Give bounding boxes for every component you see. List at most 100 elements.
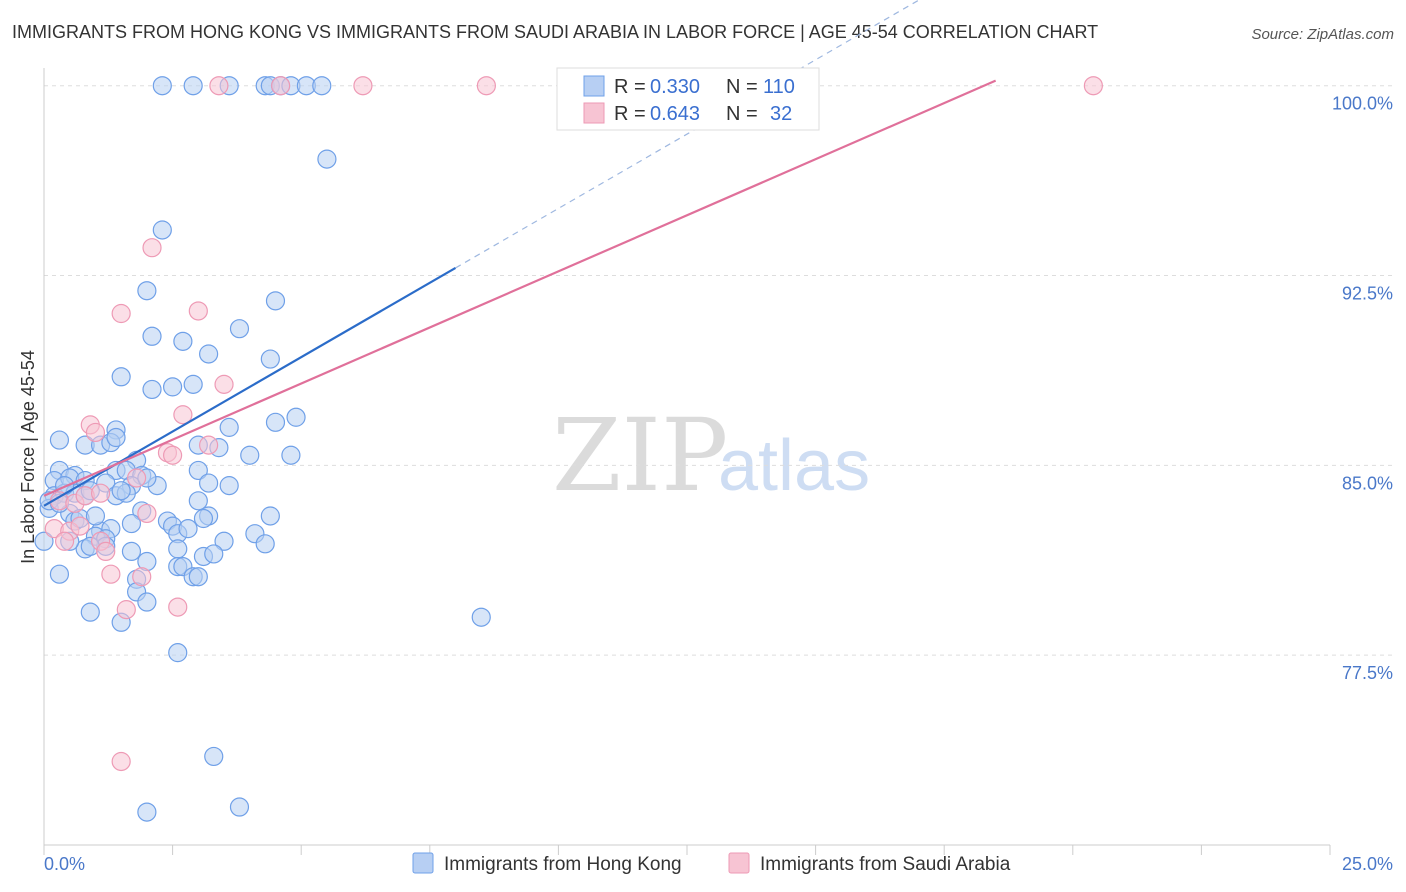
point-series-1-3 bbox=[476, 76, 496, 96]
point-series-0-56 bbox=[188, 491, 208, 511]
point-series-0-105 bbox=[178, 519, 198, 539]
point-series-0-26 bbox=[49, 430, 70, 450]
point-series-0-48 bbox=[199, 473, 219, 493]
point-series-0-91 bbox=[80, 602, 100, 622]
trend-line-series-1 bbox=[43, 79, 997, 497]
y-tick-label-3: 77.5% bbox=[1342, 663, 1393, 683]
point-series-0-67 bbox=[260, 506, 280, 526]
series-legend: Immigrants from Hong Kong Immigrants fro… bbox=[412, 852, 1011, 875]
point-series-0-0 bbox=[152, 76, 172, 96]
point-series-0-20 bbox=[163, 377, 183, 397]
point-series-0-88 bbox=[188, 567, 208, 587]
point-series-1-26 bbox=[54, 531, 75, 551]
trend-lines bbox=[43, 0, 997, 507]
point-series-1-29 bbox=[116, 600, 136, 620]
watermark: ZIP atlas bbox=[552, 397, 870, 514]
point-series-0-85 bbox=[49, 564, 70, 584]
point-series-0-8 bbox=[312, 76, 332, 96]
x-tick-label-max: 25.0% bbox=[1342, 854, 1393, 874]
point-series-1-12 bbox=[199, 435, 219, 455]
point-series-0-106 bbox=[204, 544, 224, 564]
chart-title: IMMIGRANTS FROM HONG KONG VS IMMIGRANTS … bbox=[12, 22, 1098, 42]
gridlines bbox=[44, 85, 1393, 656]
point-series-0-12 bbox=[265, 291, 286, 311]
point-series-0-61 bbox=[193, 508, 214, 529]
y-tick-label-1: 92.5% bbox=[1342, 284, 1393, 304]
legend-n-value-hong-kong: 110 bbox=[763, 76, 795, 98]
point-series-0-95 bbox=[204, 746, 224, 767]
legend-swatch-hong-kong bbox=[583, 75, 605, 97]
point-series-0-76 bbox=[255, 534, 275, 554]
point-series-1-2 bbox=[353, 76, 373, 96]
point-series-0-30 bbox=[106, 427, 126, 448]
point-series-0-14 bbox=[142, 326, 162, 346]
y-axis-label: In Labor Force | Age 45-54 bbox=[18, 350, 38, 564]
point-series-0-21 bbox=[183, 374, 203, 394]
point-series-0-25 bbox=[265, 412, 286, 432]
point-series-1-30 bbox=[168, 597, 188, 617]
legend-n-label-hong-kong: N = bbox=[726, 76, 758, 98]
point-series-1-8 bbox=[214, 374, 234, 394]
bottom-legend-label-hong-kong: Immigrants from Hong Kong bbox=[444, 854, 682, 875]
point-series-0-13 bbox=[229, 319, 250, 339]
point-series-0-1 bbox=[183, 76, 203, 96]
point-series-0-90 bbox=[137, 592, 157, 612]
point-series-0-10 bbox=[152, 220, 172, 240]
legend-n-label-saudi-arabia: N = bbox=[726, 103, 758, 125]
point-series-1-1 bbox=[271, 76, 291, 96]
legend-r-label-hong-kong: R = bbox=[614, 76, 646, 98]
point-series-0-79 bbox=[168, 539, 188, 559]
point-series-0-94 bbox=[168, 643, 188, 663]
point-series-0-11 bbox=[137, 281, 157, 301]
chart-source: Source: ZipAtlas.com bbox=[1251, 26, 1394, 43]
x-tick-label-min: 0.0% bbox=[44, 854, 85, 874]
legend-r-label-saudi-arabia: R = bbox=[614, 103, 646, 125]
watermark-zip: ZIP bbox=[552, 397, 728, 514]
bottom-legend-label-saudi-arabia: Immigrants from Saudi Arabia bbox=[760, 854, 1011, 875]
point-series-0-22 bbox=[286, 407, 306, 427]
point-series-0-64 bbox=[121, 513, 142, 534]
point-series-0-74 bbox=[214, 531, 234, 551]
legend-r-value-hong-kong: 0.330 bbox=[650, 76, 700, 98]
point-series-0-15 bbox=[173, 331, 193, 351]
stats-legend: R = 0.330 N = 110 R = 0.643 N = 32 bbox=[556, 67, 820, 131]
legend-n-value-saudi-arabia: 32 bbox=[770, 103, 792, 125]
point-series-1-4 bbox=[1083, 76, 1103, 96]
point-series-0-108 bbox=[85, 506, 106, 526]
legend-swatch-saudi-arabia bbox=[583, 102, 605, 124]
y-tick-label-2: 85.0% bbox=[1342, 473, 1393, 493]
point-series-1-11 bbox=[85, 422, 106, 443]
point-series-1-19 bbox=[90, 483, 111, 503]
trend-extension-series-0 bbox=[455, 0, 921, 269]
point-series-1-15 bbox=[126, 468, 147, 488]
point-series-0-34 bbox=[281, 445, 301, 465]
point-series-1-28 bbox=[132, 567, 152, 587]
legend-r-value-saudi-arabia: 0.643 bbox=[650, 103, 700, 125]
point-series-0-98 bbox=[34, 531, 54, 551]
y-tick-labels: 100.0% 92.5% 85.0% 77.5% bbox=[1332, 94, 1393, 683]
point-series-1-23 bbox=[70, 516, 90, 536]
x-ticks bbox=[43, 845, 1331, 855]
point-series-1-14 bbox=[163, 445, 183, 465]
point-series-0-18 bbox=[111, 367, 131, 387]
point-series-0-80 bbox=[121, 541, 142, 562]
trend-line-series-0 bbox=[43, 266, 457, 507]
point-series-1-25 bbox=[96, 541, 116, 562]
watermark-atlas: atlas bbox=[718, 426, 870, 506]
point-series-1-0 bbox=[209, 76, 229, 96]
point-series-1-7 bbox=[188, 301, 208, 321]
bottom-legend-swatch-saudi-arabia bbox=[728, 852, 750, 874]
bottom-legend-swatch-hong-kong bbox=[412, 852, 434, 874]
point-series-1-20 bbox=[137, 503, 157, 524]
point-series-0-92 bbox=[471, 607, 491, 627]
point-series-0-103 bbox=[111, 481, 131, 501]
point-series-0-16 bbox=[199, 344, 219, 364]
point-series-0-96 bbox=[229, 797, 250, 817]
y-tick-label-0: 100.0% bbox=[1332, 94, 1393, 114]
point-series-0-97 bbox=[137, 802, 157, 822]
point-series-0-41 bbox=[188, 460, 208, 481]
point-series-0-9 bbox=[317, 149, 337, 169]
point-series-1-6 bbox=[111, 303, 131, 324]
point-series-1-31 bbox=[111, 751, 131, 772]
